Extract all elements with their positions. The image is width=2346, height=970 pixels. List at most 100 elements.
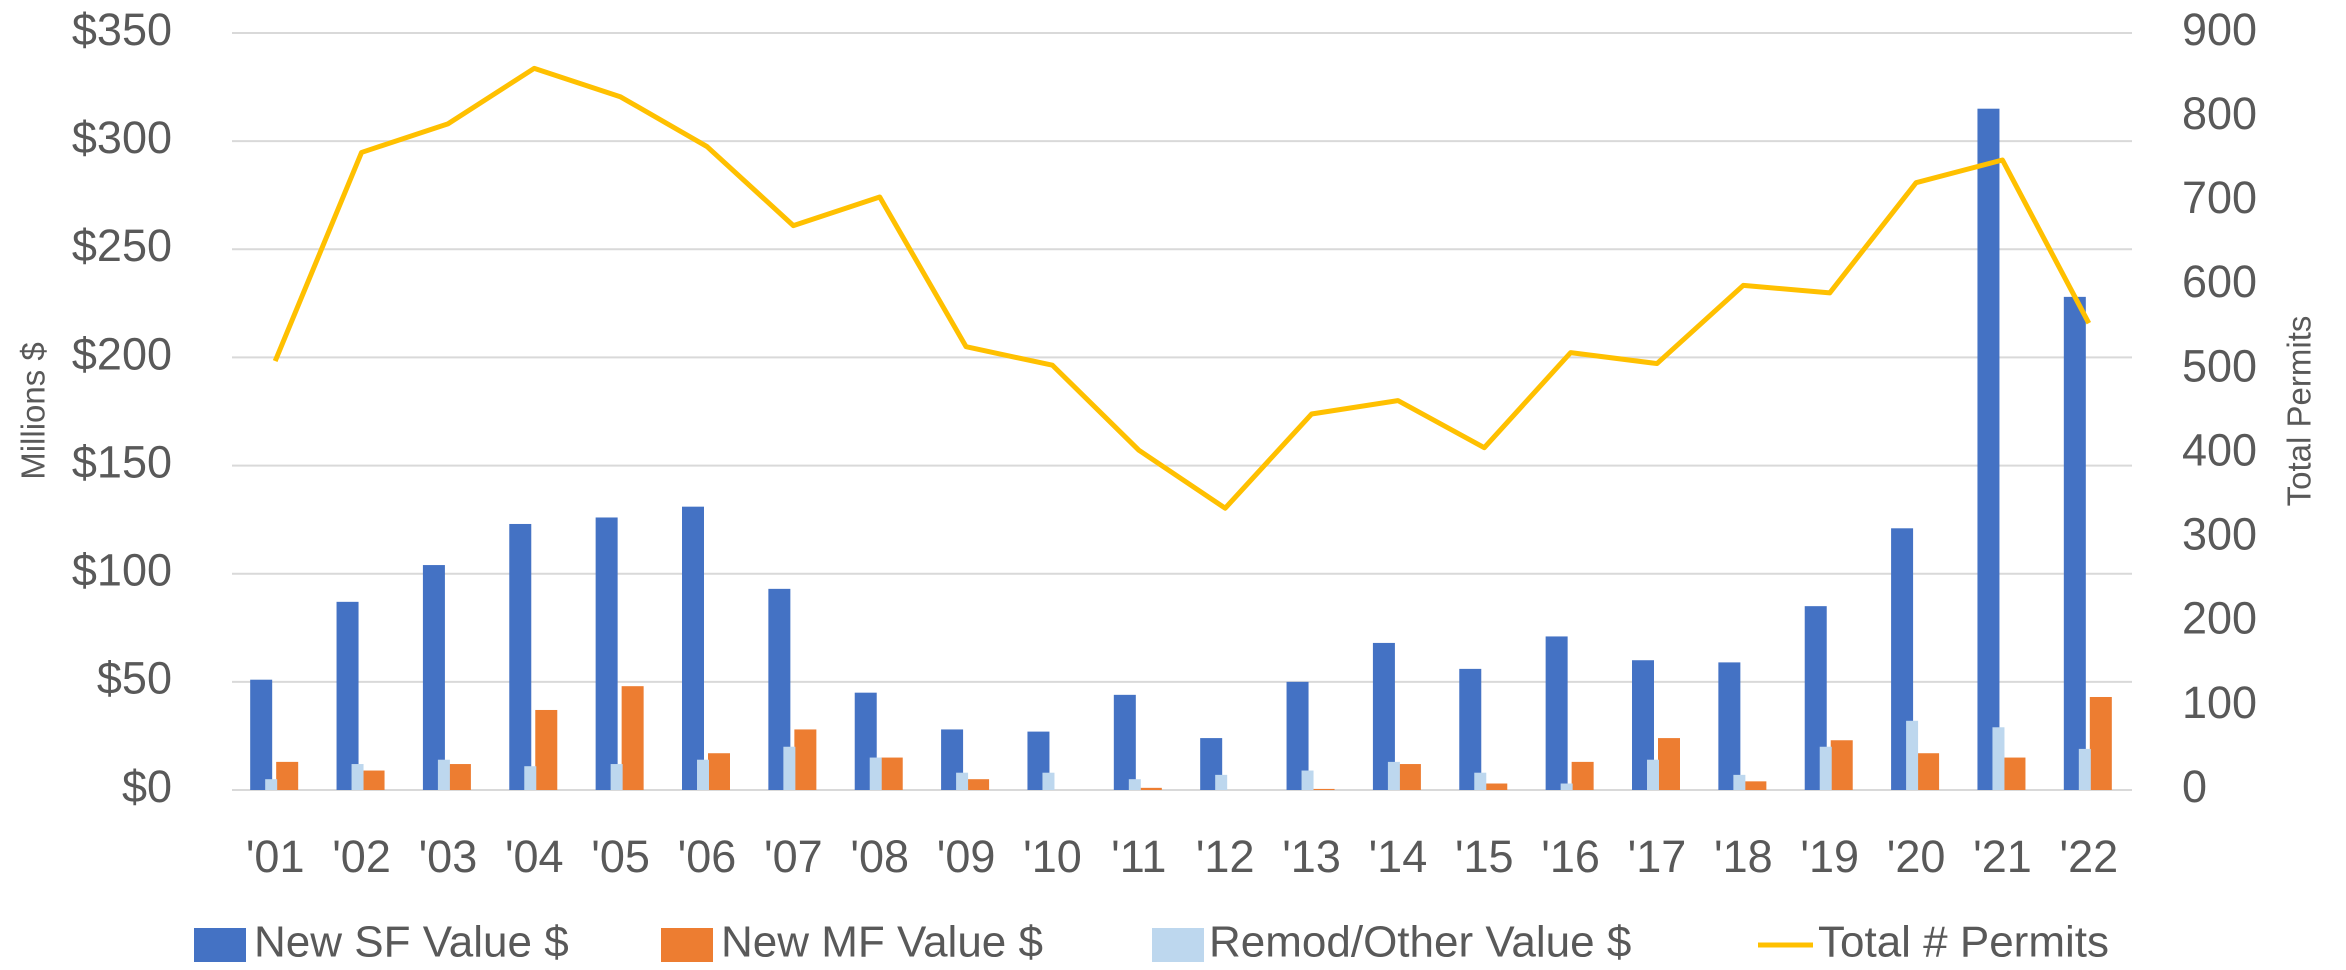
bar <box>869 757 882 790</box>
bar <box>1819 746 1832 790</box>
bar <box>768 588 791 790</box>
y-tick-label: $200 <box>72 328 172 379</box>
bar <box>794 729 817 790</box>
y2-tick-label: 900 <box>2182 4 2257 55</box>
legend-label: New MF Value $ <box>721 918 1043 967</box>
bar <box>1571 761 1594 790</box>
bar <box>422 565 445 790</box>
x-tick-label: '08 <box>850 831 909 882</box>
x-tick-label: '19 <box>1800 831 1859 882</box>
y-tick-label: $100 <box>72 545 172 596</box>
bar <box>1917 753 1940 790</box>
y2-axis-title: Total Permits <box>2281 316 2318 507</box>
bar <box>1744 781 1767 790</box>
x-tick-label: '05 <box>591 831 650 882</box>
bar <box>1733 774 1746 790</box>
bar <box>1128 779 1141 790</box>
bar <box>276 761 299 790</box>
bar <box>1647 759 1659 790</box>
x-tick-label: '01 <box>246 831 305 882</box>
bar <box>783 746 796 790</box>
bar <box>621 686 644 790</box>
y-tick-label: $300 <box>72 112 172 163</box>
y2-tick-label: 600 <box>2182 256 2257 307</box>
x-tick-label: '02 <box>332 831 391 882</box>
bar <box>1545 636 1568 790</box>
bar <box>2089 696 2112 790</box>
bar <box>967 779 990 790</box>
bar <box>1459 668 1482 790</box>
y-tick-label: $250 <box>72 220 172 271</box>
bar <box>1113 694 1136 790</box>
bar <box>1804 606 1827 790</box>
x-tick-label: '07 <box>764 831 823 882</box>
legend-swatch <box>194 928 246 962</box>
bar <box>1977 108 2000 790</box>
legend-label: Total # Permits <box>1818 918 2109 967</box>
bar <box>437 759 450 790</box>
bar <box>697 759 709 790</box>
y-tick-label: $0 <box>122 761 172 812</box>
bar <box>1387 761 1400 790</box>
bar <box>265 779 278 790</box>
bar <box>1658 738 1680 790</box>
bar <box>250 679 273 790</box>
x-tick-label: '15 <box>1455 831 1514 882</box>
bar <box>1485 783 1508 790</box>
x-tick-label: '20 <box>1887 831 1946 882</box>
y2-tick-label: 400 <box>2182 424 2257 475</box>
legend-swatch <box>661 928 713 962</box>
x-tick-label: '10 <box>1023 831 1082 882</box>
y2-tick-label: 200 <box>2182 593 2257 644</box>
y-tick-label: $50 <box>97 653 172 704</box>
x-tick-label: '03 <box>419 831 478 882</box>
bar <box>1474 772 1487 790</box>
x-tick-label: '13 <box>1282 831 1341 882</box>
bar <box>448 764 471 790</box>
bar <box>595 517 618 790</box>
bar <box>362 770 385 790</box>
bar <box>610 764 623 790</box>
y2-tick-label: 100 <box>2182 677 2257 728</box>
line-series <box>272 65 2092 511</box>
bar <box>1286 681 1309 790</box>
bar <box>1042 772 1055 790</box>
bar <box>1312 788 1335 790</box>
x-tick-label: '22 <box>2059 831 2118 882</box>
bar <box>1632 660 1654 790</box>
bar <box>351 764 364 790</box>
bar <box>524 766 537 790</box>
x-tick-label: '11 <box>1111 831 1166 882</box>
bar <box>682 506 704 790</box>
bar <box>1830 740 1853 790</box>
bar <box>2003 757 2026 790</box>
y2-tick-label: 0 <box>2182 761 2207 812</box>
bar <box>880 757 903 790</box>
bar <box>336 601 359 790</box>
bar <box>1718 662 1741 790</box>
y2-tick-label: 500 <box>2182 340 2257 391</box>
bar <box>1906 720 1919 790</box>
y2-tick-label: 800 <box>2182 88 2257 139</box>
x-tick-label: '04 <box>505 831 564 882</box>
bar <box>1560 783 1573 790</box>
bar <box>1301 770 1314 790</box>
bar <box>1215 774 1228 790</box>
y-axis-title: Millions $ <box>15 342 52 480</box>
bar <box>1139 787 1162 790</box>
bar <box>2078 748 2091 790</box>
y-tick-label: $150 <box>72 436 172 487</box>
x-tick-label: '14 <box>1369 831 1428 882</box>
bar <box>2063 296 2086 790</box>
y2-tick-label: 700 <box>2182 172 2257 223</box>
bar <box>1398 764 1421 790</box>
x-tick-label: '17 <box>1628 831 1687 882</box>
legend-label: Remod/Other Value $ <box>1209 918 1631 967</box>
bar <box>1992 727 2005 790</box>
legend-label: New SF Value $ <box>254 918 569 967</box>
x-tick-label: '12 <box>1196 831 1255 882</box>
y-tick-label: $350 <box>72 4 172 55</box>
x-tick-label: '18 <box>1714 831 1773 882</box>
bar <box>535 709 558 790</box>
